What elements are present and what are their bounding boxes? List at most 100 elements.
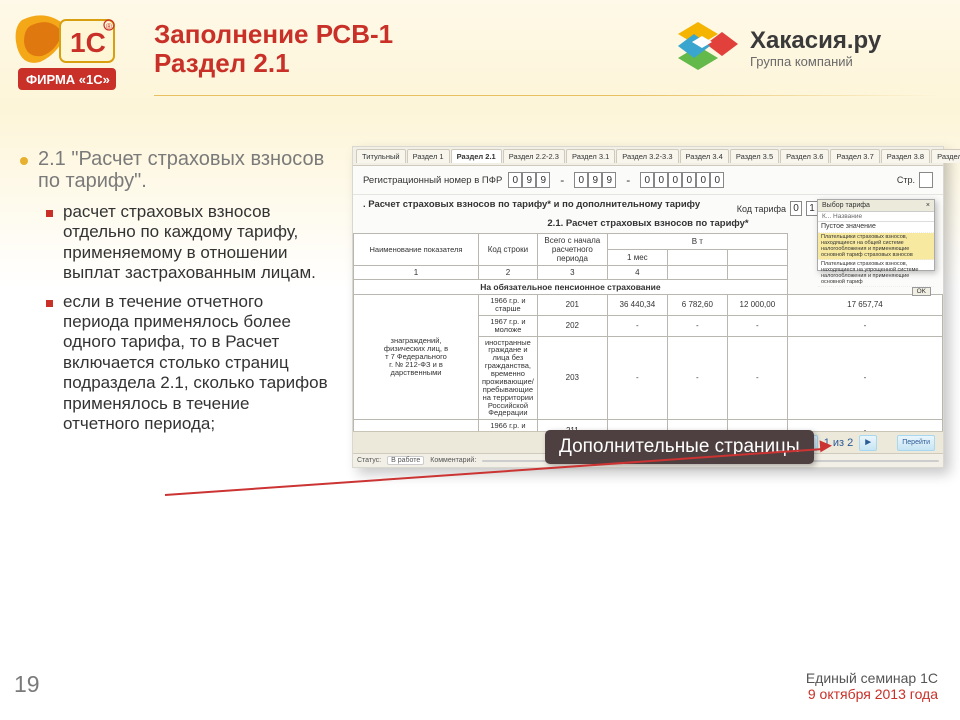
tab-1[interactable]: Раздел 1: [407, 149, 450, 163]
dash-icon: -: [556, 173, 568, 187]
reg-digit[interactable]: 0: [710, 172, 724, 188]
numcell: 1: [354, 266, 479, 280]
row-sub: 1967 г.р. и моложе: [479, 315, 538, 336]
reg-digit[interactable]: 0: [640, 172, 654, 188]
reg-part-2[interactable]: 099: [574, 172, 616, 188]
dash-icon: -: [622, 173, 634, 187]
header-rule: [154, 95, 940, 96]
reg-digit[interactable]: 0: [668, 172, 682, 188]
row-code: 202: [537, 315, 607, 336]
bullet1-text: 2.1 "Расчет страховых взносов по тарифу"…: [38, 148, 330, 192]
reg-digit[interactable]: 9: [588, 172, 602, 188]
popup-col1: К...: [822, 213, 831, 220]
table-row: знаграждений,физических лиц, вт 7 Федера…: [354, 295, 943, 316]
bullet2b-text: если в течение отчетного периода применя…: [63, 292, 330, 435]
tariff-popup[interactable]: Выбор тарифа × К... Название Пустое знач…: [817, 199, 935, 271]
th-name: Наименование показателя: [354, 234, 479, 266]
bullet2a-text: расчет страховых взносов отдельно по каж…: [63, 202, 330, 284]
cell-v3[interactable]: -: [607, 336, 667, 420]
tab-6[interactable]: Раздел 3.4: [680, 149, 729, 163]
band-ops: На обязательное пенсионное страхование: [354, 280, 788, 295]
cell-v4[interactable]: -: [667, 315, 727, 336]
bullet-level1: 2.1 "Расчет страховых взносов по тарифу"…: [20, 148, 330, 192]
slide-footer: Единый семинар 1С 9 октября 2013 года: [806, 670, 938, 702]
row-name: знаграждений,физических лиц, вт 7 Федера…: [354, 295, 479, 420]
page-str: Стр.: [897, 172, 933, 188]
slide-header: 1C ® ФИРМА «1С» Заполнение РСВ-1 Раздел …: [0, 0, 960, 110]
tab-strip: ТитульныйРаздел 1Раздел 2.1Раздел 2.2-2.…: [353, 147, 943, 166]
cell-v5[interactable]: 12 000,00: [727, 295, 787, 316]
tab-9[interactable]: Раздел 3.7: [830, 149, 879, 163]
bullet-column: 2.1 "Расчет страховых взносов по тарифу"…: [20, 148, 330, 442]
tab-11[interactable]: Раздел 4: [931, 149, 960, 163]
bullet-level2: если в течение отчетного периода применя…: [46, 292, 330, 435]
kod-tarifa: Код тарифа 0 1: [737, 201, 818, 216]
registration-row: Регистрационный номер в ПФР 099 - 099 - …: [353, 166, 943, 195]
page-goto-button[interactable]: Перейти: [897, 435, 935, 451]
kod-label: Код тарифа: [737, 204, 786, 214]
cell-v6[interactable]: -: [787, 315, 942, 336]
arrow-head-icon: [820, 440, 833, 453]
reg-digit[interactable]: 0: [682, 172, 696, 188]
row-code: 201: [537, 295, 607, 316]
str-box[interactable]: [919, 172, 933, 188]
row-code: 203: [537, 336, 607, 420]
th-m3: [727, 250, 787, 266]
reg-digit[interactable]: 0: [508, 172, 522, 188]
cell-v6[interactable]: 17 657,74: [787, 295, 942, 316]
tab-5[interactable]: Раздел 3.2-3.3: [616, 149, 678, 163]
page-next-button[interactable]: ►: [859, 435, 877, 451]
tab-10[interactable]: Раздел 3.8: [881, 149, 930, 163]
reg-part-1[interactable]: 099: [508, 172, 550, 188]
footer-line1: Единый семинар 1С: [806, 670, 938, 686]
row-sub: 1966 г.р. и старше: [479, 295, 538, 316]
cell-v3[interactable]: -: [607, 315, 667, 336]
bullet-dot-icon: [20, 157, 28, 165]
reg-digit[interactable]: 0: [574, 172, 588, 188]
svg-text:1C: 1C: [70, 27, 106, 58]
numcell: 2: [479, 266, 538, 280]
reg-digit[interactable]: 0: [696, 172, 710, 188]
th-total: Всего с начала расчетного периода: [537, 234, 607, 266]
popup-title-bar: Выбор тарифа ×: [818, 200, 934, 212]
popup-row-selected[interactable]: Плательщики страховых взносов, находящие…: [818, 233, 934, 260]
slide-number: 19: [14, 671, 40, 698]
numcell: 4: [607, 266, 667, 280]
reg-digit[interactable]: 0: [654, 172, 668, 188]
popup-row[interactable]: Пустое значение: [818, 222, 934, 233]
kod-digit[interactable]: 0: [790, 201, 802, 216]
partner-sub: Группа компаний: [750, 54, 853, 69]
tab-3[interactable]: Раздел 2.2-2.3: [503, 149, 565, 163]
tab-4[interactable]: Раздел 3.1: [566, 149, 615, 163]
cell-v5[interactable]: -: [727, 336, 787, 420]
tab-0[interactable]: Титульный: [356, 149, 406, 163]
logo-1c-text: ФИРМА «1С»: [26, 72, 110, 87]
comment-label: Комментарий:: [430, 457, 476, 464]
reg-digit[interactable]: 9: [602, 172, 616, 188]
th-incl: В т: [607, 234, 787, 250]
popup-ok-button[interactable]: OK: [912, 287, 931, 296]
cell-v6[interactable]: -: [787, 336, 942, 420]
close-icon[interactable]: ×: [926, 202, 930, 209]
cell-v3[interactable]: 36 440,34: [607, 295, 667, 316]
popup-row[interactable]: Плательщики страховых взносов, находящие…: [818, 260, 934, 287]
status-label: Статус:: [357, 457, 381, 464]
reg-digit[interactable]: 9: [522, 172, 536, 188]
footer-line2: 9 октября 2013 года: [806, 686, 938, 702]
logo-hakasia: Хакасия.ру Группа компаний: [672, 18, 932, 85]
reg-part-3[interactable]: 000000: [640, 172, 724, 188]
tab-7[interactable]: Раздел 3.5: [730, 149, 779, 163]
title-line1: Заполнение РСВ-1: [154, 19, 393, 49]
status-value[interactable]: В работе: [387, 456, 424, 465]
tab-8[interactable]: Раздел 3.6: [780, 149, 829, 163]
reg-digit[interactable]: 9: [536, 172, 550, 188]
cell-v4[interactable]: 6 782,60: [667, 295, 727, 316]
th-code: Код строки: [479, 234, 538, 266]
svg-text:®: ®: [106, 22, 112, 31]
numcell: [727, 266, 787, 280]
bullet-square-icon: [46, 210, 53, 217]
cell-v5[interactable]: -: [727, 315, 787, 336]
tab-2[interactable]: Раздел 2.1: [451, 149, 502, 163]
cell-v4[interactable]: -: [667, 336, 727, 420]
logo-1c: 1C ® ФИРМА «1С»: [12, 12, 122, 102]
